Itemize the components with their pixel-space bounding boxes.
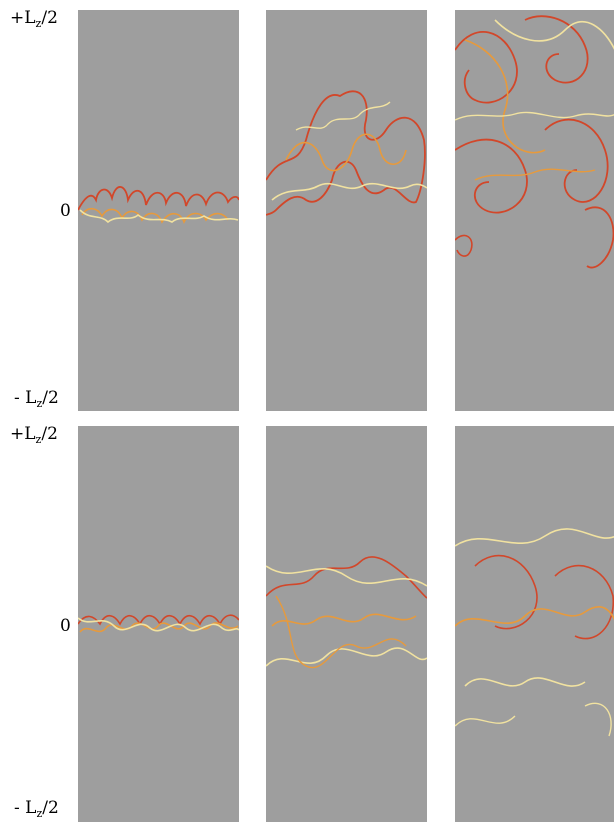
row1-bottom-label: - Lz/2 [14, 388, 59, 410]
row1-zero-label: 0 [60, 203, 71, 220]
panel-r2-c3-field [455, 528, 614, 737]
row2-zero-text: 0 [60, 616, 71, 636]
panel-r1-c3 [455, 10, 614, 411]
panel-r2-c3 [455, 426, 614, 822]
panel-r1-c3-field [455, 15, 614, 269]
row2-bot-main: - L [14, 798, 37, 818]
panel-r1-c1 [78, 10, 239, 411]
panel-r2-c2 [266, 426, 427, 822]
row1-bot-tail: /2 [42, 388, 59, 408]
panel-r1-c2 [266, 10, 427, 411]
row2-top-label: +Lz/2 [10, 424, 58, 446]
row1-top-tail: /2 [41, 8, 58, 28]
panel-r1-c2-field [266, 90, 427, 216]
row1-top-sub: z [35, 17, 42, 30]
row2-top-main: +L [10, 424, 36, 444]
row1-zero-text: 0 [60, 201, 71, 221]
row2-bot-sub: z [36, 807, 43, 820]
panel-r2-c1 [78, 426, 239, 822]
row2-zero-label: 0 [60, 618, 71, 635]
panel-r1-c1-field [78, 186, 239, 224]
panel-r2-c1-field [78, 614, 239, 633]
row2-bot-tail: /2 [42, 798, 59, 818]
panel-r2-c2-field [266, 556, 427, 669]
row1-top-label: +Lz/2 [10, 8, 58, 30]
row2-bottom-label: - Lz/2 [14, 798, 59, 820]
row1-top-main: +L [10, 8, 36, 28]
row1-bot-sub: z [36, 397, 43, 410]
row1-bot-main: - L [14, 388, 37, 408]
row2-top-sub: z [35, 433, 42, 446]
row2-top-tail: /2 [41, 424, 58, 444]
